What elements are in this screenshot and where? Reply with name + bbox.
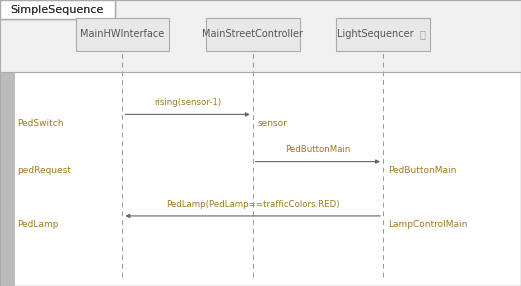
Text: PedButtonMain: PedButtonMain (285, 146, 351, 154)
FancyBboxPatch shape (0, 0, 115, 19)
Text: PedButtonMain: PedButtonMain (388, 166, 456, 175)
FancyBboxPatch shape (206, 18, 300, 51)
Text: pedRequest: pedRequest (17, 166, 71, 175)
Text: PedLamp(PedLamp==trafficColors.RED): PedLamp(PedLamp==trafficColors.RED) (166, 200, 340, 209)
FancyBboxPatch shape (336, 18, 430, 51)
FancyBboxPatch shape (0, 72, 15, 286)
Text: SimpleSequence: SimpleSequence (10, 5, 104, 15)
FancyBboxPatch shape (0, 0, 115, 19)
FancyBboxPatch shape (76, 18, 169, 51)
Text: LightSequencer: LightSequencer (337, 29, 414, 39)
Text: PedSwitch: PedSwitch (17, 119, 64, 128)
Text: SimpleSequence: SimpleSequence (10, 5, 104, 15)
Text: LampControlMain: LampControlMain (388, 220, 467, 229)
Text: rising(sensor-1): rising(sensor-1) (154, 98, 221, 107)
Text: sensor: sensor (258, 119, 288, 128)
Text: PedLamp: PedLamp (17, 220, 58, 229)
Text: MainHWInterface: MainHWInterface (80, 29, 165, 39)
Text: ⧉: ⧉ (419, 29, 425, 39)
Text: MainStreetController: MainStreetController (202, 29, 303, 39)
FancyBboxPatch shape (0, 0, 521, 72)
